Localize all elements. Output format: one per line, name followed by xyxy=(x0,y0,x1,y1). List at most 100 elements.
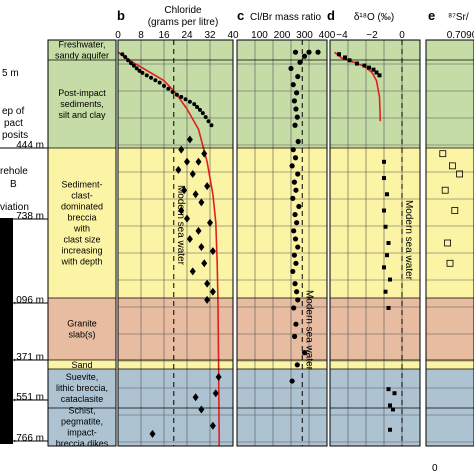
x-tick-label: 16 xyxy=(158,30,170,41)
d18o-point xyxy=(362,63,367,68)
sr-point xyxy=(444,239,452,247)
d18o-point xyxy=(337,52,341,57)
zone-band xyxy=(330,60,420,148)
chloride-point xyxy=(204,279,211,288)
zone-label: with xyxy=(73,224,90,234)
x-tick-label: −4 xyxy=(336,30,348,41)
clbr-point xyxy=(289,378,295,384)
chloride-point xyxy=(195,157,202,166)
clbr-point xyxy=(292,49,299,55)
clbr-point xyxy=(291,179,297,185)
panel-letter-c: c xyxy=(237,8,244,23)
zone-band xyxy=(237,60,327,148)
sr-point xyxy=(456,170,464,178)
clbr-point xyxy=(292,155,299,161)
d18o-point xyxy=(382,208,386,213)
chloride-point xyxy=(209,287,216,296)
chloride-point xyxy=(189,267,196,276)
depth-label-1096: 1,096 m xyxy=(8,295,44,306)
depth-label-1766: 1,766 m xyxy=(8,433,44,444)
zone-band xyxy=(118,360,233,369)
panel-border xyxy=(425,39,474,447)
zone-band xyxy=(426,148,474,298)
d18o-point xyxy=(385,192,389,197)
left-deposit-2: pact xyxy=(4,118,23,129)
chloride-point xyxy=(149,75,154,80)
axis-tick-labels: 0 8 16 24 32 40 100 200 300 400 −4 −2 0 xyxy=(115,30,405,41)
zone-band xyxy=(330,360,420,369)
chloride-point xyxy=(179,94,184,99)
zone-label: with depth xyxy=(60,257,102,267)
clbr-point xyxy=(292,236,299,242)
clbr-point xyxy=(315,49,321,55)
zone-label: increasing xyxy=(61,246,102,256)
clbr-point xyxy=(301,350,308,356)
d18o-title: δ¹⁸O (‰) xyxy=(354,12,394,23)
clbr-point xyxy=(289,163,295,169)
depth-label-1551: 1,551 m xyxy=(8,392,44,403)
chloride-point xyxy=(215,372,222,381)
zone-band xyxy=(426,298,474,360)
x-tick-label: 100 xyxy=(251,30,268,41)
zone-label: Post-impact xyxy=(58,88,106,98)
clbr-point xyxy=(306,49,312,55)
left-deposit-3: posits xyxy=(2,130,28,141)
sr-point xyxy=(441,186,449,194)
chloride-point xyxy=(198,198,205,207)
d18o-point xyxy=(386,241,391,245)
chloride-point xyxy=(178,206,185,215)
d18o-point xyxy=(382,265,386,270)
left-borehole-1: rehole xyxy=(0,166,28,177)
clbr-point xyxy=(293,260,299,266)
chloride-point xyxy=(149,429,156,438)
sr-point xyxy=(451,207,459,214)
chloride-point xyxy=(192,393,199,402)
d18o-point xyxy=(343,55,347,60)
sr-point xyxy=(448,162,456,170)
d18o-point xyxy=(374,70,379,75)
zone-band xyxy=(237,40,327,60)
clbr-point xyxy=(292,333,298,339)
chloride-point xyxy=(207,218,213,227)
chloride-point xyxy=(198,243,205,252)
reference-lines: Modern sea water Modern sea water Modern s… xyxy=(173,40,414,446)
panel-border xyxy=(47,39,117,447)
clbr-point xyxy=(295,244,301,250)
d18o-point xyxy=(383,289,388,294)
x-tick-label: 8 xyxy=(138,30,144,41)
d18o-point xyxy=(355,61,359,66)
x-tick-label: 24 xyxy=(181,30,193,41)
depth-label-1371: 1,371 m xyxy=(8,352,44,363)
model-curve xyxy=(117,51,220,447)
zone-band xyxy=(237,408,327,446)
zone-band xyxy=(237,298,327,360)
panel-letter-b: b xyxy=(117,8,125,23)
zone-band xyxy=(118,298,233,360)
chloride-point xyxy=(170,89,175,94)
zone-label: silt and clay xyxy=(58,110,106,120)
chloride-point xyxy=(198,405,205,414)
zone-band xyxy=(426,369,474,408)
zone-label: clast size xyxy=(63,235,100,245)
clbr-point xyxy=(301,53,308,59)
x-tick-label: 32 xyxy=(204,30,216,41)
x-tick-label: 0 xyxy=(115,30,121,41)
zone-band xyxy=(237,369,327,408)
zone-band xyxy=(330,408,420,446)
zone-label: Suevite, xyxy=(66,372,99,382)
d18o-point xyxy=(388,277,392,282)
zone-label: slab(s) xyxy=(68,330,95,340)
d18o-point xyxy=(385,253,389,258)
depth-label-738: 738 m xyxy=(16,211,44,222)
zone-labels: Freshwater,sandy aquifer Post-impactsedim… xyxy=(55,40,109,449)
data-points xyxy=(120,49,464,438)
sr-bottom-tick: 0 xyxy=(432,463,438,474)
chloride-point xyxy=(201,259,208,268)
zone-label: clast- xyxy=(71,191,93,201)
chloride-point xyxy=(153,78,158,83)
chloride-point xyxy=(123,55,128,60)
borehole-bar xyxy=(0,218,13,444)
zone-label: Sediment- xyxy=(61,180,102,190)
clbr-point xyxy=(297,59,303,65)
zone-band xyxy=(48,40,116,60)
